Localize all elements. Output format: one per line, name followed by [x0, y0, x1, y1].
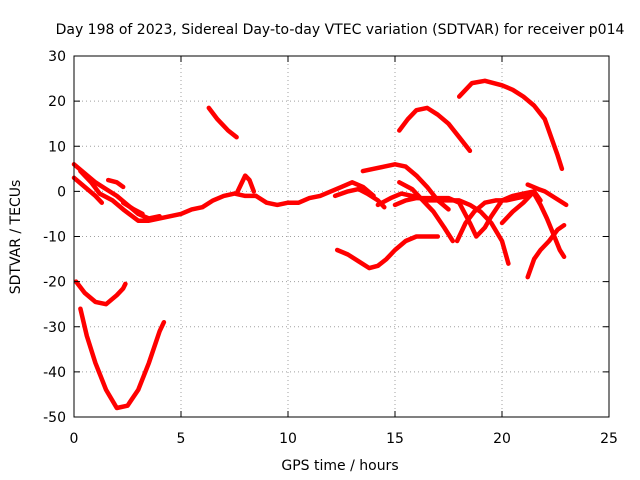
x-tick-label: 10	[279, 431, 297, 447]
series-track-07	[78, 306, 167, 411]
chart-title: Day 198 of 2023, Sidereal Day-to-day VTE…	[56, 22, 625, 38]
series-track-03	[78, 168, 259, 223]
y-tick-label: -20	[43, 275, 66, 291]
series-track-17	[397, 105, 473, 154]
x-tick-label: 20	[493, 431, 511, 447]
series-track-06	[73, 279, 128, 307]
y-tick-label: -50	[43, 410, 66, 426]
series-track-04	[105, 177, 126, 190]
series-track-16	[334, 234, 441, 271]
series-track-09	[234, 173, 257, 196]
x-tick-label: 25	[600, 431, 618, 447]
series-track-18	[454, 189, 537, 244]
series-track-22	[525, 222, 567, 280]
axis-ticks: 0 5 10 15 20 25 -50 -40 -30 -20 -10 0 10 20 30	[43, 49, 618, 447]
x-tick-label: 15	[386, 431, 404, 447]
series-track-15	[392, 189, 543, 239]
series-track-21	[456, 78, 565, 172]
y-tick-label: -40	[43, 365, 66, 381]
x-tick-label: 5	[177, 431, 186, 447]
y-tick-label: 30	[48, 49, 66, 65]
series-track-19	[499, 189, 537, 226]
series-track-14	[397, 180, 456, 244]
y-tick-label: 20	[48, 94, 66, 110]
y-tick-label: -10	[43, 230, 66, 246]
series-track-05	[120, 200, 145, 217]
gridlines	[74, 56, 609, 417]
y-tick-label: 10	[48, 139, 66, 155]
y-tick-label: 0	[57, 184, 66, 200]
series-track-02	[71, 175, 105, 205]
data-series	[71, 78, 569, 411]
x-tick-label: 0	[70, 431, 79, 447]
y-tick-label: -30	[43, 320, 66, 336]
x-axis-label: GPS time / hours	[281, 458, 398, 474]
series-track-11	[332, 186, 387, 210]
y-axis-label: SDTVAR / TECUs	[8, 180, 24, 295]
series-track-20	[525, 182, 569, 208]
series-track-23	[531, 191, 567, 260]
series-track-10	[253, 180, 376, 208]
series-track-08	[206, 105, 239, 140]
